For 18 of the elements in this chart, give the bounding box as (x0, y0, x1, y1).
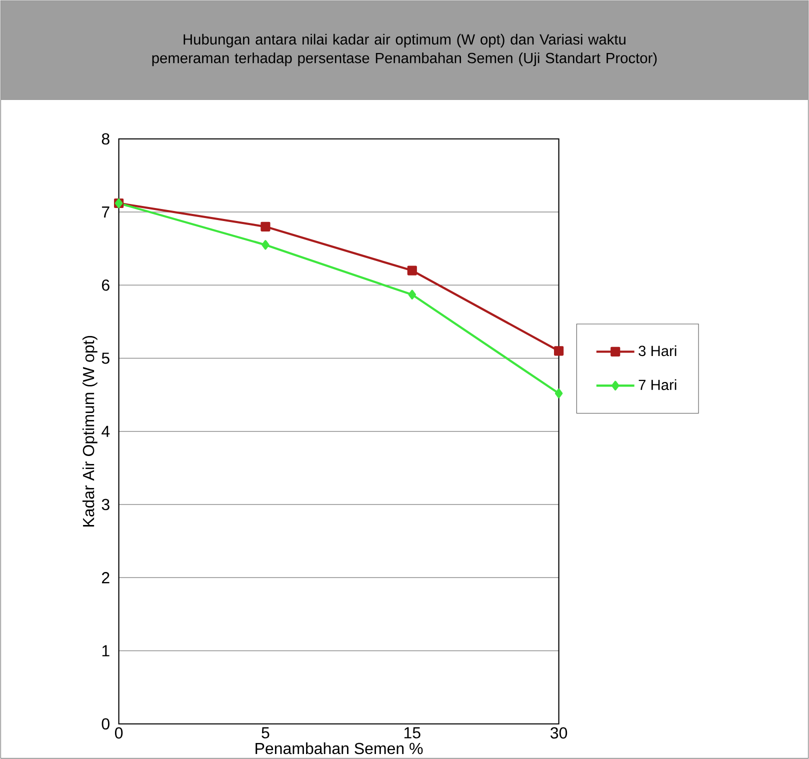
x-tick-label: 0 (114, 727, 123, 739)
x-tick-label: 5 (262, 727, 270, 738)
y-tick-label: 1 (102, 645, 110, 656)
legend-label: 7 Hari (638, 379, 676, 390)
y-tick-label: 7 (102, 206, 110, 218)
y-tick-label: 4 (102, 426, 110, 437)
x-tick-label: 15 (404, 727, 420, 738)
legend-label: 3 Hari (638, 345, 676, 356)
y-axis-title: Kadar Air Optimum (W opt) (82, 336, 98, 527)
chart-title: Hubungan antara nilai kadar air optimum (W opt) dan Variasi waktu pemeraman terhadap persentase Penambahan Semen (Uji Standart Proctor) (152, 34, 657, 66)
y-tick-label: 2 (102, 572, 110, 584)
x-tick-label: 30 (550, 727, 568, 739)
y-tick-label: 8 (102, 133, 110, 145)
x-axis-title: Penambahan Semen % (256, 742, 423, 754)
y-tick-label: 6 (102, 279, 110, 291)
y-tick-label: 0 (102, 718, 110, 730)
y-tick-label: 3 (102, 498, 110, 510)
y-tick-label: 5 (102, 352, 110, 364)
